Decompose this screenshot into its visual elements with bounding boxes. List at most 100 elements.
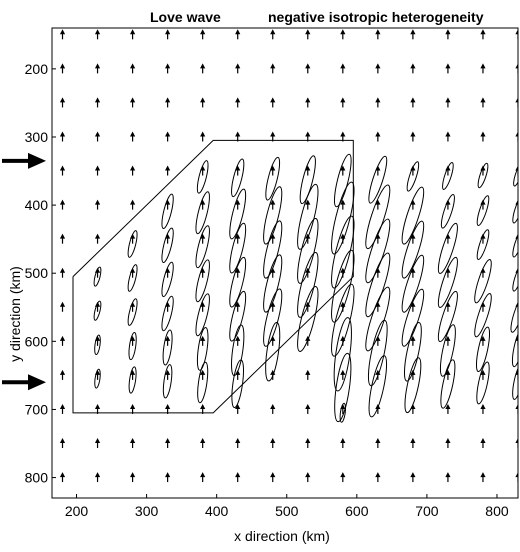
y-tick-label: 400 <box>25 197 49 213</box>
motion-ellipse <box>476 195 490 226</box>
motion-ellipse <box>229 256 247 308</box>
field-glyph <box>305 438 311 449</box>
motion-arrow-head <box>305 29 311 35</box>
motion-arrow-head <box>515 403 518 409</box>
field-glyph <box>410 472 416 483</box>
motion-arrow-head <box>410 165 416 171</box>
motion-arrow-head <box>375 403 381 409</box>
motion-arrow-head <box>59 165 66 171</box>
field-glyph <box>161 193 174 229</box>
field-glyph <box>235 438 241 449</box>
motion-arrow-head <box>94 199 101 205</box>
field-glyph <box>196 160 209 194</box>
motion-arrow-head <box>305 369 311 375</box>
motion-arrow-head <box>129 233 136 239</box>
y-tick-label: 600 <box>25 333 49 349</box>
motion-ellipse <box>231 158 245 198</box>
motion-ellipse <box>229 188 247 240</box>
field-glyph <box>512 230 518 258</box>
motion-ellipse <box>404 357 422 414</box>
motion-arrow-head <box>235 97 241 103</box>
motion-arrow-head <box>200 403 206 409</box>
field-glyph <box>200 63 206 74</box>
motion-arrow-head <box>445 335 451 341</box>
field-glyph <box>297 217 319 284</box>
motion-arrow-head <box>445 63 451 69</box>
motion-arrow-head <box>235 369 241 375</box>
motion-arrow-head <box>200 233 206 239</box>
incidence-arrow <box>2 374 46 391</box>
motion-arrow-head <box>410 131 416 137</box>
field-glyph <box>270 97 276 108</box>
motion-arrow-head <box>59 369 66 375</box>
field-glyph <box>476 195 490 226</box>
motion-arrow-head <box>129 301 136 307</box>
field-glyph <box>235 472 241 483</box>
field-glyph <box>404 357 422 414</box>
motion-arrow-head <box>515 369 518 375</box>
field-glyph <box>305 403 311 414</box>
motion-arrow-head <box>445 267 451 273</box>
motion-ellipse <box>297 286 319 352</box>
motion-ellipse <box>263 254 283 313</box>
motion-arrow-head <box>410 29 416 35</box>
motion-arrow-head <box>340 63 346 69</box>
field-glyph <box>229 290 247 342</box>
motion-arrow-head <box>515 199 518 205</box>
motion-arrow-head <box>515 335 518 341</box>
motion-arrow-head <box>375 267 381 273</box>
incidence-arrow-head <box>28 152 46 169</box>
motion-arrow-head <box>270 97 276 103</box>
motion-arrow-head <box>340 131 346 137</box>
field-glyph <box>305 29 311 40</box>
field-glyph <box>129 131 136 142</box>
motion-arrow-head <box>270 63 276 69</box>
motion-arrow-head <box>410 233 416 239</box>
field-glyph <box>305 63 311 74</box>
motion-arrow-head <box>480 301 486 307</box>
motion-arrow-head <box>340 369 346 375</box>
field-glyph <box>93 300 102 321</box>
motion-arrow-head <box>340 267 346 273</box>
motion-ellipse <box>94 368 101 389</box>
motion-ellipse <box>263 186 283 245</box>
motion-arrow-head <box>410 335 416 341</box>
field-glyph <box>367 319 388 387</box>
field-glyph <box>235 403 241 414</box>
motion-arrow-head <box>515 438 518 444</box>
motion-arrow-head <box>94 233 101 239</box>
motion-arrow-head <box>270 29 276 35</box>
field-glyph <box>200 438 206 449</box>
field-glyph <box>59 335 66 346</box>
field-glyph <box>231 158 245 198</box>
motion-ellipse <box>128 332 137 361</box>
motion-arrow-head <box>59 131 66 137</box>
field-glyph <box>515 29 518 40</box>
motion-arrow-head <box>515 63 518 69</box>
field-glyph <box>410 438 416 449</box>
motion-ellipse <box>403 322 422 382</box>
motion-arrow-head <box>270 403 276 409</box>
motion-arrow-head <box>165 335 171 341</box>
field-glyph <box>515 438 518 449</box>
field-glyph <box>368 155 388 204</box>
motion-arrow-head <box>59 199 66 205</box>
motion-arrow-head <box>235 472 241 478</box>
field-glyph <box>437 290 458 343</box>
field-glyph <box>410 63 416 74</box>
field-glyph <box>331 283 355 357</box>
motion-arrow-head <box>340 438 346 444</box>
motion-ellipse <box>331 283 355 357</box>
motion-arrow-head <box>410 438 416 444</box>
motion-ellipse <box>162 329 173 366</box>
motion-arrow-head <box>235 267 241 273</box>
y-tick-label: 300 <box>25 129 49 145</box>
field-glyph <box>515 63 518 74</box>
field-glyph <box>200 97 206 108</box>
field-glyph <box>165 165 171 176</box>
field-glyph <box>59 301 66 312</box>
field-glyph <box>94 233 101 244</box>
field-glyph <box>480 131 486 142</box>
field-glyph <box>512 196 518 224</box>
field-glyph <box>440 194 455 229</box>
